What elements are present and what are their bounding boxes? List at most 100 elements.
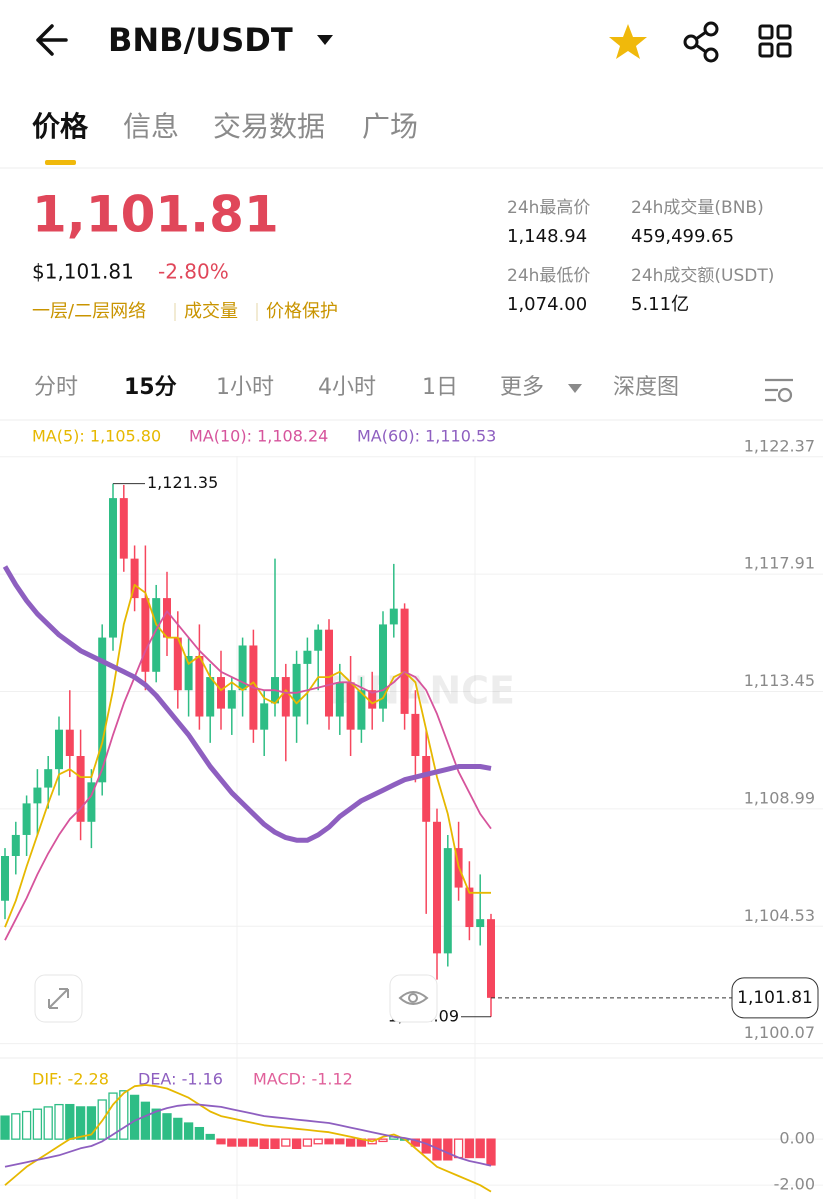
macd-bar [313, 1138, 323, 1145]
candle-body [357, 690, 366, 730]
candle-body [281, 677, 290, 717]
more-menu[interactable] [758, 24, 792, 58]
tab[interactable]: 广场 [362, 110, 418, 143]
candle-body [433, 821, 441, 954]
macd-bar [0, 1115, 10, 1140]
interval[interactable]: 深度图 [613, 375, 679, 400]
candle-body [195, 656, 204, 717]
last-price-box [731, 977, 819, 1019]
candle-body [87, 782, 96, 822]
y-tick-label: 1,113.45 [744, 671, 815, 690]
candle-body [119, 498, 128, 559]
macd-bar [421, 1138, 431, 1154]
candle-body [325, 629, 333, 717]
tag-link[interactable]: 价格保护 [266, 301, 338, 322]
tag-link[interactable]: 成交量 [184, 301, 238, 322]
macd-bar [108, 1092, 118, 1140]
candle-body [465, 887, 474, 928]
macd-bar [173, 1117, 183, 1140]
candle-body [379, 624, 387, 709]
candle-body [1, 856, 9, 901]
macd-bar [21, 1110, 32, 1140]
y-tick-label: -2.00 [774, 1175, 815, 1194]
candle-body [335, 682, 344, 717]
macd-bar [464, 1138, 475, 1159]
interval[interactable]: 更多 [500, 375, 544, 400]
macd-bar [486, 1138, 496, 1166]
tab-indicator [45, 160, 76, 165]
macd-bar [227, 1138, 237, 1147]
macd-bar [151, 1108, 161, 1140]
candle-body [303, 650, 312, 664]
candle-body [389, 608, 398, 625]
macd-bar [140, 1101, 151, 1140]
macd-bar [237, 1138, 248, 1147]
more-dropdown[interactable] [568, 384, 582, 393]
interval[interactable]: 1日 [422, 375, 458, 400]
interval[interactable]: 分时 [34, 375, 78, 400]
macd-bar [86, 1106, 97, 1140]
macd-legend: DEA: -1.16 [138, 1070, 223, 1089]
last-price: 1,101.81 [32, 186, 279, 244]
macd-bar [248, 1138, 259, 1147]
macd-bar [335, 1138, 345, 1145]
back-button[interactable] [36, 24, 68, 56]
macd-bar [162, 1113, 172, 1140]
macd-bar [65, 1103, 75, 1140]
macd-bar [32, 1108, 43, 1140]
chart-settings[interactable] [765, 378, 793, 403]
visibility-button[interactable] [389, 974, 438, 1023]
candle-body [292, 663, 301, 717]
candle-body [152, 598, 161, 672]
stat-label: 24h最低价 [507, 266, 590, 286]
tag-link[interactable]: 一层/二层网络 [32, 301, 146, 322]
usd-price: $1,101.81 [32, 260, 134, 284]
tab[interactable]: 价格 [32, 110, 89, 143]
macd-legend: DIF: -2.28 [32, 1070, 109, 1089]
candle-body [476, 919, 485, 928]
candle-body [217, 677, 225, 709]
macd-line [4, 1084, 492, 1193]
tab[interactable]: 信息 [123, 110, 179, 143]
y-tick-label: 0.00 [779, 1129, 815, 1148]
favorite-star[interactable] [609, 24, 647, 59]
ma-legend: MA(5): 1,105.80 [32, 427, 161, 446]
candle-body [368, 690, 377, 709]
interval[interactable]: 1小时 [216, 375, 274, 400]
last-price-label: 1,101.81 [737, 988, 813, 1008]
candle-body [98, 637, 107, 783]
share-button[interactable] [683, 21, 719, 63]
candle-body [400, 608, 409, 714]
stat-value: 1,074.00 [507, 294, 587, 315]
eye-icon [408, 993, 418, 1003]
candle-body [33, 787, 42, 804]
ma-legend: MA(10): 1,108.24 [189, 427, 328, 446]
tab[interactable]: 交易数据 [213, 110, 325, 143]
stats: 24h最高价 1,148.94 24h成交量(BNB) 459,499.65 24h最低… [507, 198, 774, 315]
interval[interactable]: 4小时 [318, 375, 376, 400]
pair-dropdown[interactable] [317, 35, 333, 45]
stat-label: 24h成交额(USDT) [631, 266, 774, 286]
candle-body [55, 729, 63, 770]
ma-legend: MA(60): 1,110.53 [357, 427, 496, 446]
candle-body [346, 682, 355, 730]
candle-body [173, 637, 182, 691]
interval[interactable]: 15分 [124, 375, 177, 400]
stat-value: 5.11亿 [631, 294, 689, 315]
fullscreen-icon [48, 988, 69, 1009]
macd-legend: MACD: -1.12 [253, 1070, 353, 1089]
candle-body [130, 558, 139, 599]
candle-body [443, 848, 452, 954]
pair-title[interactable]: BNB/USDT [108, 21, 293, 59]
y-tick-label: 1,100.07 [744, 1023, 815, 1042]
macd-bar [453, 1138, 464, 1159]
macd-bar [281, 1138, 291, 1147]
macd-bar [291, 1138, 302, 1149]
candle-body [22, 803, 31, 835]
stat-label: 24h成交量(BNB) [631, 198, 764, 218]
candle-body [44, 769, 53, 788]
candle-body [314, 629, 323, 651]
candle-body [76, 756, 85, 822]
candle-body [227, 690, 236, 709]
macd-bar [216, 1138, 226, 1145]
